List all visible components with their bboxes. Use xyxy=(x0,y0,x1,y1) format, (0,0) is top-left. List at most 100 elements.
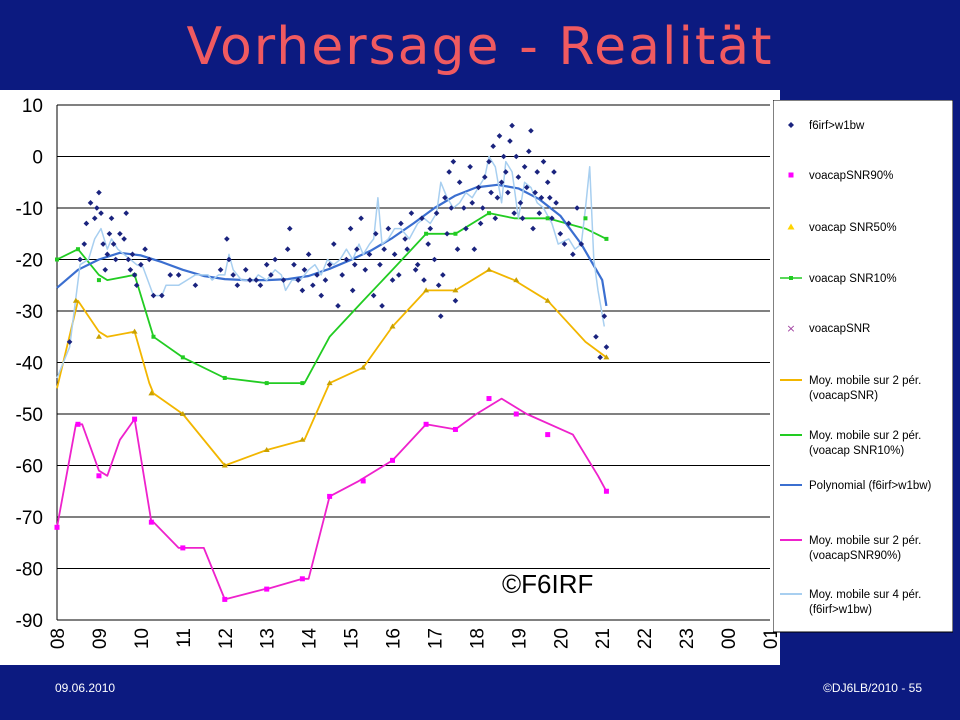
marker-scatter xyxy=(477,220,484,227)
x-tick-label: 12 xyxy=(216,628,237,649)
marker-snr90 xyxy=(299,576,305,582)
marker-snr10 xyxy=(55,257,59,262)
marker-snr90 xyxy=(390,457,396,463)
marker-scatter xyxy=(234,282,241,289)
marker-snr10 xyxy=(222,375,227,380)
y-tick-label: -90 xyxy=(16,611,43,632)
x-tick-label: 08 xyxy=(48,628,69,649)
marker-scatter xyxy=(578,241,585,247)
y-tick-label: -30 xyxy=(16,302,43,323)
marker-scatter xyxy=(117,230,123,237)
marker-scatter xyxy=(370,292,377,299)
marker-scatter xyxy=(391,251,398,258)
marker-scatter xyxy=(159,292,165,299)
marker-scatter xyxy=(280,277,287,283)
marker-scatter xyxy=(517,200,524,206)
marker-scatter xyxy=(482,174,488,180)
legend-label: Polynomial (f6irf>w1bw) xyxy=(809,480,932,492)
marker-scatter xyxy=(557,230,564,237)
marker-scatter xyxy=(496,133,503,139)
marker-snr50 xyxy=(513,277,520,283)
marker-scatter xyxy=(408,210,415,216)
marker-scatter xyxy=(146,256,153,263)
marker-scatter xyxy=(421,277,427,283)
marker-snr50 xyxy=(263,447,270,453)
marker-snr50 xyxy=(131,328,138,334)
marker-scatter xyxy=(133,282,140,289)
marker-scatter xyxy=(242,267,249,273)
marker-scatter xyxy=(521,164,528,170)
legend-label: (voacapSNR90%) xyxy=(809,550,901,562)
marker-scatter xyxy=(498,179,505,186)
marker-scatter xyxy=(414,261,421,268)
marker-scatter xyxy=(343,256,350,263)
marker-scatter xyxy=(469,200,476,206)
marker-scatter xyxy=(593,333,599,340)
marker-scatter xyxy=(284,246,291,252)
marker-scatter xyxy=(488,189,494,196)
line-ma_snr10 xyxy=(56,212,607,384)
marker-scatter xyxy=(444,230,450,237)
marker-scatter xyxy=(331,241,337,247)
marker-scatter xyxy=(129,251,136,258)
marker-scatter xyxy=(94,205,100,211)
x-tick-label: 16 xyxy=(384,628,405,649)
marker-scatter xyxy=(167,272,174,278)
marker-scatter xyxy=(91,215,98,222)
marker-scatter xyxy=(561,241,568,247)
legend-label: Moy. mobile sur 2 pér. xyxy=(809,375,921,387)
marker-scatter xyxy=(175,272,182,278)
marker-scatter xyxy=(549,215,555,222)
line-ma_snr xyxy=(56,268,607,467)
marker-scatter xyxy=(412,267,419,273)
legend-label: f6irf>w1bw xyxy=(809,120,865,132)
legend-label: Moy. mobile sur 2 pér. xyxy=(809,535,921,547)
x-tick-label: 14 xyxy=(300,628,321,650)
marker-scatter xyxy=(519,215,526,222)
marker-scatter xyxy=(87,200,94,206)
marker-scatter xyxy=(526,148,532,155)
y-tick-label: -20 xyxy=(16,251,43,272)
marker-snr50 xyxy=(485,266,492,272)
marker-scatter xyxy=(544,179,551,186)
marker-scatter xyxy=(314,272,320,278)
marker-scatter xyxy=(138,261,144,268)
marker-snr90 xyxy=(452,426,458,432)
marker-snr10 xyxy=(96,278,101,283)
marker-snr90 xyxy=(513,411,519,417)
marker-scatter xyxy=(597,354,603,361)
marker-scatter xyxy=(150,292,157,299)
legend-label: (voacapSNR) xyxy=(809,390,878,402)
x-tick-label: 11 xyxy=(174,628,195,648)
line-poly xyxy=(56,183,608,307)
marker-scatter xyxy=(349,287,356,294)
marker-scatter xyxy=(301,267,308,273)
legend-label: Moy. mobile sur 4 pér. xyxy=(809,589,921,601)
grid xyxy=(56,104,770,621)
legend-items: f6irf>w1bw voacapSNR90% voacap SNR50% voaca… xyxy=(780,120,932,616)
marker-snr90 xyxy=(264,586,270,592)
legend-label: (voacap SNR10%) xyxy=(809,445,904,457)
marker-scatter xyxy=(450,158,457,165)
marker-scatter xyxy=(98,210,104,216)
marker-snr90 xyxy=(96,473,102,479)
legend-swatch-snr50 xyxy=(787,223,795,230)
marker-scatter xyxy=(299,287,306,294)
chart-panel: 10 0 -10 -20 -30 -40 -50 -60 -70 -80 -90 08 09 10 11 1… xyxy=(0,90,780,665)
marker-snr10 xyxy=(75,247,80,252)
marker-scatter xyxy=(142,246,148,252)
marker-scatter xyxy=(452,297,459,304)
marker-scatter xyxy=(354,246,360,252)
marker-snr10 xyxy=(424,231,429,236)
marker-scatter xyxy=(553,200,559,206)
watermark: ©F6IRF xyxy=(502,569,593,599)
marker-scatter xyxy=(471,246,478,252)
marker-scatter xyxy=(492,215,499,222)
series-lines xyxy=(56,155,608,601)
y-tick-label: -40 xyxy=(16,354,43,375)
marker-snr90 xyxy=(327,493,333,499)
marker-scatter xyxy=(305,251,312,258)
marker-scatter xyxy=(123,210,130,216)
marker-snr50 xyxy=(544,297,551,303)
marker-snr10 xyxy=(151,334,156,339)
